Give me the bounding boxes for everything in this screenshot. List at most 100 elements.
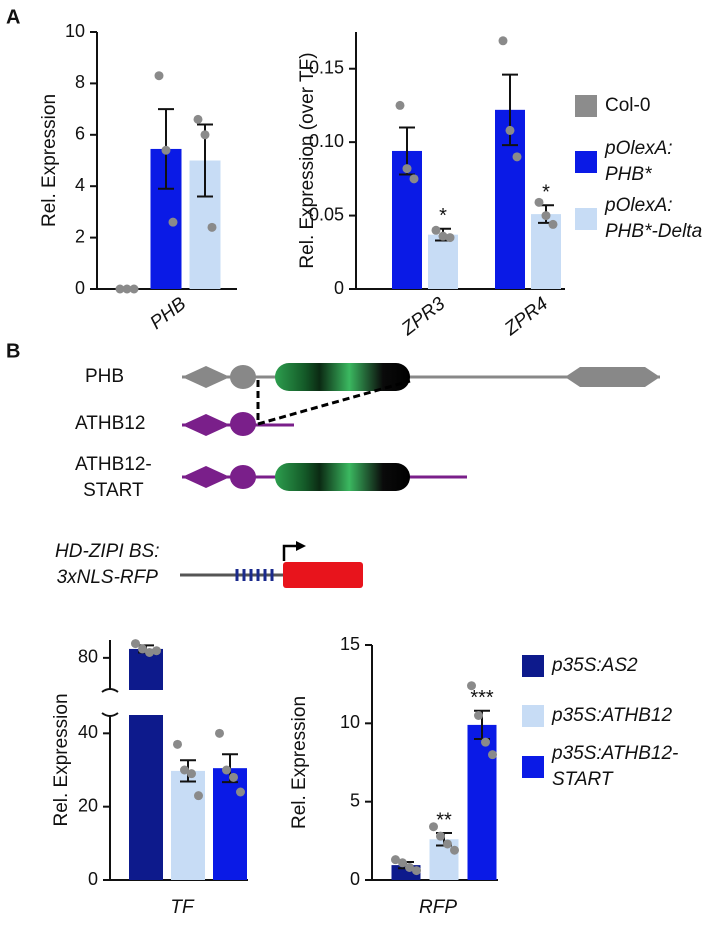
data-point (131, 639, 140, 649)
data-point (534, 197, 544, 207)
fusion-dashes (256, 379, 411, 426)
data-point (187, 769, 196, 779)
data-point (207, 222, 217, 232)
data-point (215, 728, 224, 738)
y-tick-label: 0.15 (309, 57, 344, 77)
y-tick-label: 10 (340, 712, 360, 732)
data-point (402, 164, 412, 174)
diagram-label: PHB (85, 366, 125, 387)
legend-label: p35S:ATHB12- START (552, 743, 679, 790)
data-point (409, 174, 419, 184)
panel-label: A (6, 6, 20, 28)
y-tick-label: 0.05 (309, 204, 344, 224)
legend-label: p35S:ATHB12 (552, 705, 673, 726)
diagram-label: ATHB12 (75, 413, 146, 434)
y-tick-label: 6 (75, 124, 85, 144)
data-point (431, 225, 441, 235)
y-tick-label: 20 (78, 795, 98, 815)
y-tick-label: 0.10 (309, 131, 344, 151)
y-axis-title: Rel. Expression (39, 94, 60, 227)
data-point (398, 858, 407, 868)
legend-swatch (522, 705, 544, 727)
data-point (193, 114, 203, 124)
y-tick-label: 0 (334, 278, 344, 298)
y-tick-label: 0 (75, 278, 85, 298)
y-tick-label: 0 (88, 869, 98, 889)
legend-swatch (575, 95, 597, 117)
y-tick-label: 4 (75, 175, 85, 195)
data-point (229, 772, 238, 782)
bar (129, 648, 163, 690)
legend-label: pOlexA: PHB* (605, 138, 673, 185)
bar (428, 234, 458, 289)
data-point (512, 152, 522, 162)
data-point (541, 211, 551, 221)
panel-label: B (6, 340, 20, 362)
x-tick-label: PHB (146, 293, 190, 334)
y-axis-title: Rel. Expression (289, 696, 310, 829)
significance: * (542, 182, 550, 204)
bar (129, 715, 163, 880)
legend-swatch (522, 756, 544, 778)
data-point (161, 145, 171, 155)
data-point (445, 233, 455, 243)
phb-gene (182, 363, 660, 391)
data-point (443, 839, 452, 849)
data-point (200, 130, 210, 140)
data-point (412, 866, 421, 876)
legend-label: p35S:AS2 (552, 655, 638, 676)
data-point (152, 646, 161, 656)
bar (171, 770, 205, 880)
bar (213, 768, 247, 880)
y-tick-label: 8 (75, 72, 85, 92)
athb12-gene (182, 412, 294, 436)
data-point (429, 822, 438, 832)
bar (467, 724, 497, 880)
data-point (145, 648, 154, 657)
significance: * (439, 205, 447, 227)
data-point (122, 284, 132, 294)
athb12-start-gene (182, 463, 467, 491)
reporter (180, 541, 363, 588)
legend-label: Col-0 (605, 95, 651, 116)
y-tick-label: 5 (350, 790, 360, 810)
legend-label: pOlexA: PHB*-Delta (605, 195, 703, 242)
y-tick-label: 40 (78, 722, 98, 742)
data-point (168, 217, 178, 227)
data-point (395, 100, 405, 110)
diagram-label: HD-ZIPI BS: 3xNLS-RFP (55, 541, 160, 588)
y-axis-title: Rel. Expression (51, 693, 72, 826)
y-tick-label: 0 (350, 869, 360, 889)
data-point (129, 284, 139, 294)
y-tick-label: 2 (75, 226, 85, 246)
data-point (436, 831, 445, 841)
y-tick-label: 15 (340, 634, 360, 654)
data-point (194, 791, 203, 801)
legend-swatch (575, 151, 597, 173)
legend-swatch (522, 655, 544, 677)
x-tick-label: ZPR3 (397, 293, 449, 340)
data-point (548, 219, 558, 229)
x-tick-label: TF (170, 897, 195, 918)
x-tick-label: RFP (419, 897, 457, 918)
data-point (138, 644, 147, 654)
data-point (467, 681, 476, 691)
data-point (391, 855, 400, 865)
data-point (450, 845, 459, 855)
significance: ** (436, 809, 452, 831)
data-point (236, 787, 245, 797)
data-point (488, 750, 497, 760)
data-point (115, 284, 125, 294)
data-point (481, 737, 490, 747)
axis-break (101, 688, 119, 717)
data-point (505, 125, 515, 135)
data-point (154, 71, 164, 81)
significance: *** (470, 687, 494, 709)
x-tick-label: ZPR4 (500, 293, 552, 340)
data-point (438, 231, 448, 241)
data-point (222, 765, 231, 775)
legend-swatch (575, 208, 597, 230)
data-point (173, 739, 182, 749)
